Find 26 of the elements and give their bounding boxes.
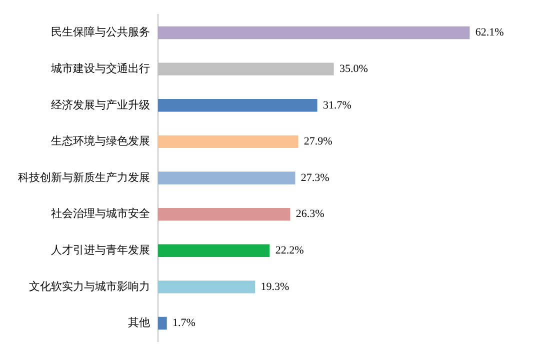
bar xyxy=(158,26,470,40)
y-tick-label: 科技创新与新质生产力发展 xyxy=(18,170,150,184)
y-tick-label: 人才引进与青年发展 xyxy=(51,244,150,257)
y-tick-label: 城市建设与交通出行 xyxy=(50,62,150,75)
y-tick-label: 生态环境与绿色发展 xyxy=(51,134,150,148)
data-label: 62.1% xyxy=(475,26,504,39)
data-label: 31.7% xyxy=(322,99,352,112)
bar xyxy=(158,280,256,294)
data-label: 19.3% xyxy=(260,280,290,293)
bar xyxy=(158,208,290,221)
data-label: 35.0% xyxy=(340,62,368,75)
y-tick-label: 民生保障与公共服务 xyxy=(51,26,150,39)
y-tick-label: 社会治理与城市安全 xyxy=(51,207,150,220)
data-label: 1.7% xyxy=(172,317,196,330)
y-tick-label: 经济发展与产业升级 xyxy=(51,98,150,112)
bar xyxy=(158,99,318,112)
y-tick-label: 其他 xyxy=(128,316,150,330)
y-tick-label: 文化软实力与城市影响力 xyxy=(29,280,150,293)
bar xyxy=(158,316,167,330)
bar xyxy=(158,172,296,184)
data-label: 27.9% xyxy=(304,136,332,148)
data-label: 26.3% xyxy=(296,208,324,220)
bar xyxy=(158,135,298,148)
bar xyxy=(158,244,270,257)
data-label: 27.3% xyxy=(300,172,330,184)
data-label: 22.2% xyxy=(275,244,304,257)
